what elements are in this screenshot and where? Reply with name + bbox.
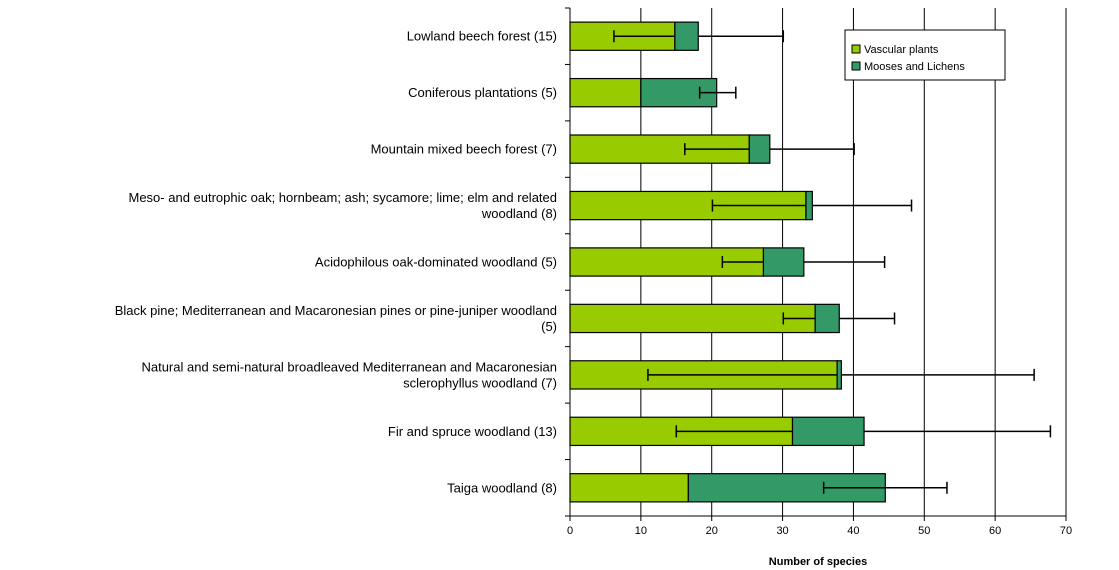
bar-mosses [674, 21, 699, 51]
x-tick-label: 40 [847, 525, 859, 537]
category-label-line: sclerophyllus woodland (7) [403, 375, 557, 390]
legend: Vascular plants Mooses and Lichens [844, 29, 1006, 81]
error-bars [613, 30, 1052, 494]
category-labels: Lowland beech forest (15) Coniferous plan… [115, 29, 557, 496]
category-label-line: Coniferous plantations (5) [408, 85, 557, 100]
bar-mosses [748, 134, 771, 164]
x-tick-label: 30 [776, 525, 788, 537]
bar-mosses [762, 247, 805, 277]
x-axis-title: Number of species [769, 556, 867, 568]
x-tick-label: 10 [635, 525, 647, 537]
x-tick-label: 20 [706, 525, 718, 537]
category-label-line: woodland (8) [481, 206, 557, 221]
legend-swatch-mosses [851, 61, 861, 71]
bar-vascular [569, 303, 816, 334]
bar-vascular [569, 77, 642, 108]
category-label-line: Mountain mixed beech forest (7) [371, 142, 557, 157]
category-label-line: Taiga woodland (8) [447, 480, 557, 495]
category-label-line: Black pine; Mediterranean and Macaronesi… [115, 303, 557, 318]
bar-mosses [836, 360, 842, 390]
bar-vascular [569, 473, 689, 503]
x-tick-label: 60 [989, 525, 1001, 537]
category-label-line: Meso- and eutrophic oak; hornbeam; ash; … [129, 190, 558, 205]
bar-mosses [791, 416, 865, 447]
category-label: Meso- and eutrophic oak; hornbeam; ash; … [129, 190, 558, 221]
category-label-line: Lowland beech forest (15) [407, 29, 557, 44]
bar-mosses [814, 303, 840, 334]
x-tick-label: 70 [1060, 525, 1072, 537]
category-label-line: Acidophilous oak-dominated woodland (5) [315, 255, 557, 270]
x-tick-labels: 0 10 20 30 40 50 60 70 [567, 525, 1072, 537]
category-label: Fir and spruce woodland (13) [388, 424, 557, 439]
category-label: Acidophilous oak-dominated woodland (5) [315, 255, 557, 270]
legend-label-vascular: Vascular plants [864, 44, 939, 56]
bar-mosses [805, 190, 813, 221]
category-label-line: (5) [541, 319, 557, 334]
x-tick-label: 50 [918, 525, 930, 537]
category-label: Mountain mixed beech forest (7) [371, 142, 557, 157]
category-label: Black pine; Mediterranean and Macaronesi… [115, 303, 557, 334]
category-label: Natural and semi-natural broadleaved Med… [141, 359, 557, 390]
legend-swatch-vascular [851, 44, 861, 54]
category-label-line: Fir and spruce woodland (13) [388, 424, 557, 439]
category-label-line: Natural and semi-natural broadleaved Med… [141, 359, 557, 374]
x-tick-label: 0 [567, 525, 573, 537]
category-label: Taiga woodland (8) [447, 480, 557, 495]
category-label: Coniferous plantations (5) [408, 85, 557, 100]
axes [565, 7, 1067, 521]
category-label: Lowland beech forest (15) [407, 29, 557, 44]
legend-label-mosses: Mooses and Lichens [864, 61, 965, 73]
legend-frame [844, 29, 1006, 81]
